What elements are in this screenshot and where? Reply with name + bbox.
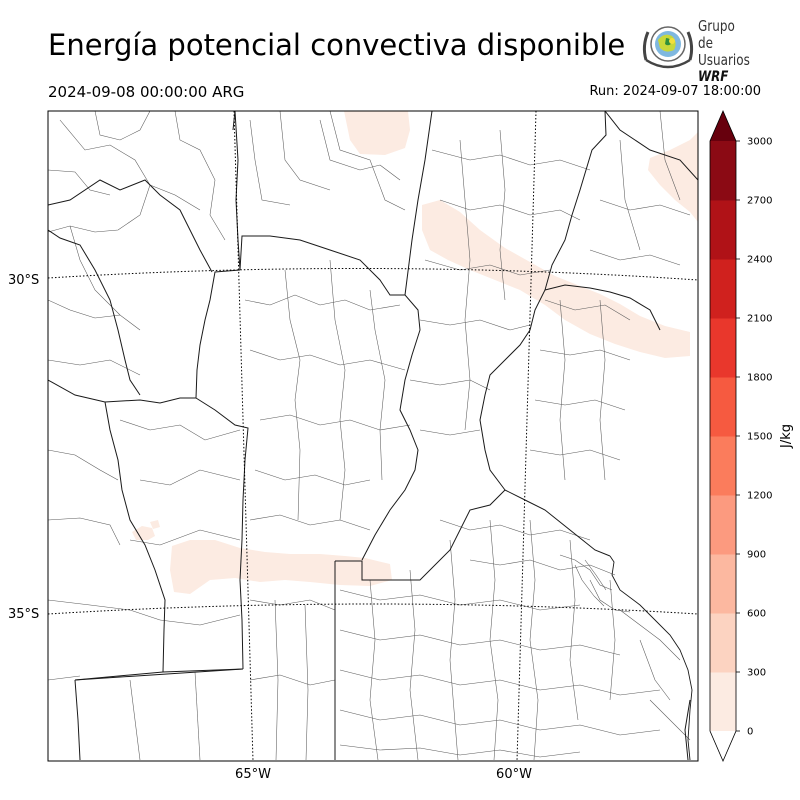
colorbar-tick-label: 300 <box>747 668 766 679</box>
cape-area-band <box>422 200 690 358</box>
cape-area-south <box>170 540 392 594</box>
colorbar-bin-0 <box>710 672 736 732</box>
colorbar-bin-1500 <box>710 377 736 437</box>
lat-label-35s: 35°S <box>8 607 39 622</box>
colorbar-tick-label: 2100 <box>747 314 772 325</box>
colorbar-bin-900 <box>710 495 736 555</box>
colorbar-bin-2700 <box>710 141 736 201</box>
cape-area-small <box>132 526 155 540</box>
colorbar-tick-label: 1800 <box>747 373 772 384</box>
colorbar-bin-300 <box>710 613 736 673</box>
province-boundaries <box>48 111 698 761</box>
colorbar-tick-label: 2700 <box>747 196 772 207</box>
valid-time: 2024-09-08 00:00:00 ARG <box>48 83 245 101</box>
graticule <box>48 111 698 761</box>
colorbar-bin-2100 <box>710 259 736 319</box>
colorbar-tick-label: 2400 <box>747 255 772 266</box>
colorbar-bin-1800 <box>710 318 736 378</box>
colorbar-unit-label: J/kg <box>779 424 794 449</box>
lat-label-30s: 30°S <box>8 273 39 288</box>
logo-line-1: Grupo de <box>698 17 735 52</box>
wrf-globe-icon <box>642 26 694 69</box>
cape-area-north <box>344 111 410 155</box>
colorbar-over-extension <box>710 111 736 141</box>
lon-label-60w: 60°W <box>496 767 532 782</box>
colorbar-tick-label: 0 <box>747 727 753 738</box>
colorbar-bin-600 <box>710 554 736 614</box>
colorbar-tick-label: 1500 <box>747 432 772 443</box>
map-frame-content <box>48 111 698 761</box>
colorbar-tick-label: 3000 <box>747 137 772 148</box>
parallel-30s <box>48 267 698 281</box>
map-frame <box>47 110 699 762</box>
logo-line-2: Usuarios <box>698 51 750 69</box>
logo-line-3: WRF <box>698 69 729 85</box>
colorbar-tick-label: 900 <box>747 550 766 561</box>
colorbar-bin-2400 <box>710 200 736 260</box>
cape-area-northeast <box>648 132 698 222</box>
run-time: Run: 2024-09-07 18:00:00 <box>589 84 761 99</box>
cape-shading <box>132 111 698 594</box>
map-title: Energía potencial convectiva disponible <box>48 28 626 62</box>
colorbar-bin-1200 <box>710 436 736 496</box>
wrf-users-logo: Grupo de Usuarios WRF <box>638 16 763 85</box>
colorbar-under-extension <box>710 731 736 761</box>
cape-area-dot <box>150 520 160 529</box>
colorbar-tick-label: 600 <box>747 609 766 620</box>
parallel-35s <box>48 603 698 615</box>
colorbar: 0 300 600 900 1200 1500 1800 2100 2400 2700 3000 <box>709 109 772 763</box>
lon-label-65w: 65°W <box>235 767 271 782</box>
colorbar-tick-label: 1200 <box>747 491 772 502</box>
coastline <box>609 555 693 761</box>
department-boundaries <box>48 111 691 761</box>
